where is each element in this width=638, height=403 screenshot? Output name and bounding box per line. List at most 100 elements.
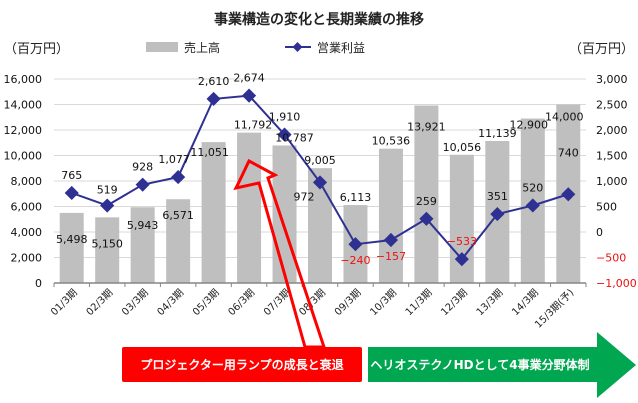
line-value-label: −157 bbox=[376, 250, 406, 263]
left-tick-label: 2,000 bbox=[11, 252, 43, 265]
bar-11/3期 bbox=[414, 105, 439, 283]
bar-value-label: 14,000 bbox=[545, 111, 584, 124]
right-axis-unit: （百万円） bbox=[569, 42, 634, 57]
line-value-label: 520 bbox=[522, 181, 543, 194]
left-tick-label: 4,000 bbox=[11, 226, 43, 239]
x-tick-label: 06/3期 bbox=[226, 287, 257, 318]
bar-value-label: 5,943 bbox=[127, 219, 159, 232]
right-axis: −1,000 −500 0 500 1,000 1,500 2,000 2,500 3,000 bbox=[596, 73, 637, 290]
bar-value-label: 11,051 bbox=[190, 146, 229, 159]
line-value-label: 519 bbox=[97, 184, 118, 197]
legend-swatch-profit-marker bbox=[292, 42, 303, 52]
left-tick-label: 10,000 bbox=[4, 150, 43, 163]
x-tick-label: 11/3期 bbox=[403, 287, 434, 318]
profit-marker bbox=[64, 185, 79, 201]
line-value-label: 1,077 bbox=[158, 153, 190, 166]
right-tick-label: 3,000 bbox=[596, 73, 628, 86]
profit-marker bbox=[206, 91, 221, 106]
red-banner bbox=[122, 347, 362, 382]
bar-value-label: 6,571 bbox=[162, 209, 194, 222]
bar-value-label: 10,536 bbox=[372, 135, 411, 148]
right-tick-label: 2,500 bbox=[596, 99, 628, 112]
profit-marker bbox=[348, 237, 363, 252]
annotation-four-business: ヘリオステクノHDとして4事業分野体制 bbox=[368, 332, 636, 398]
bar-06/3期 bbox=[237, 132, 262, 283]
profit-marker bbox=[383, 232, 399, 248]
left-tick-label: 14,000 bbox=[4, 99, 43, 112]
x-tick-label: 10/3期 bbox=[368, 287, 399, 318]
line-value-label: 2,610 bbox=[198, 75, 230, 88]
bar-value-label: 11,792 bbox=[234, 119, 273, 132]
annotation-lamp-era: プロジェクター用ランプの成長と衰退 bbox=[122, 347, 362, 382]
line-value-label: −533 bbox=[447, 235, 477, 248]
legend-swatch-sales bbox=[146, 42, 178, 52]
bar-04/3期 bbox=[166, 199, 191, 283]
legend-label-sales: 売上高 bbox=[184, 40, 220, 55]
bar-01/3期 bbox=[59, 212, 84, 283]
left-tick-label: 8,000 bbox=[11, 175, 43, 188]
x-tick-label: 01/3期 bbox=[48, 287, 79, 318]
x-tick-label: 14/3期 bbox=[509, 287, 540, 318]
line-value-label: 765 bbox=[61, 169, 82, 182]
line-value-label: 1,910 bbox=[269, 111, 301, 124]
bar-07/3期 bbox=[272, 145, 297, 283]
right-tick-label: 2,000 bbox=[596, 124, 628, 137]
bar-02/3期 bbox=[95, 217, 120, 283]
profit-marker bbox=[561, 187, 576, 202]
bar-03/3期 bbox=[130, 207, 155, 283]
legend: 売上高 営業利益 bbox=[146, 40, 365, 55]
profit-marker bbox=[100, 198, 115, 213]
bar-10/3期 bbox=[378, 148, 403, 283]
left-tick-label: 0 bbox=[35, 277, 42, 290]
profit-marker bbox=[312, 175, 328, 190]
profit-marker bbox=[277, 127, 292, 142]
bar-value-label: 10,056 bbox=[443, 141, 482, 154]
x-tick-label: 02/3期 bbox=[84, 287, 115, 318]
left-axis: 0 2,000 4,000 6,000 8,000 10,000 12,000 14,000 1… bbox=[4, 73, 43, 290]
line-value-label: 928 bbox=[132, 161, 153, 174]
right-tick-label: 500 bbox=[596, 201, 617, 214]
right-tick-label: 0 bbox=[596, 226, 603, 239]
x-tick-label: 05/3期 bbox=[190, 287, 221, 318]
line-value-label: 259 bbox=[416, 195, 437, 208]
bar-value-label: 12,900 bbox=[510, 119, 549, 132]
line-value-label: 351 bbox=[487, 190, 508, 203]
profit-marker bbox=[454, 252, 469, 267]
bar-value-label: 10,787 bbox=[275, 131, 314, 144]
line-value-label: 740 bbox=[558, 146, 579, 159]
bar-value-label: 13,921 bbox=[407, 121, 446, 134]
right-tick-label: 1,000 bbox=[596, 175, 628, 188]
left-tick-label: 12,000 bbox=[4, 124, 43, 137]
x-tick-label: 12/3期 bbox=[439, 287, 470, 318]
x-tick-label: 03/3期 bbox=[119, 287, 150, 318]
x-tick-label: 04/3期 bbox=[155, 287, 186, 318]
right-tick-label: −500 bbox=[596, 252, 626, 265]
bar-value-label: 5,498 bbox=[56, 233, 88, 246]
left-axis-unit: （百万円） bbox=[4, 42, 69, 57]
chart-title: 事業構造の変化と長期業績の推移 bbox=[214, 11, 424, 28]
profit-marker bbox=[135, 177, 150, 192]
legend-label-profit: 営業利益 bbox=[317, 41, 365, 55]
green-banner-text: ヘリオステクノHDとして4事業分野体制 bbox=[370, 357, 589, 372]
green-arrow-banner bbox=[368, 332, 636, 398]
bar-05/3期 bbox=[201, 142, 226, 283]
x-tick-label: 13/3期 bbox=[474, 287, 505, 318]
left-tick-label: 6,000 bbox=[11, 201, 43, 214]
profit-marker bbox=[171, 170, 186, 185]
bar-value-label: 5,150 bbox=[91, 237, 123, 250]
line-data-labels: 765 519 928 1,077 2,610 2,674 1,910 972 −240 −157… bbox=[61, 72, 579, 268]
bar-value-label: 9,005 bbox=[304, 154, 336, 167]
right-tick-label: −1,000 bbox=[596, 277, 637, 290]
line-value-label: 2,674 bbox=[233, 72, 265, 85]
profit-marker bbox=[419, 211, 434, 226]
profit-marker bbox=[525, 198, 540, 213]
bar-value-label: 6,113 bbox=[340, 191, 372, 204]
right-tick-label: 1,500 bbox=[596, 150, 628, 163]
profit-marker bbox=[490, 207, 505, 222]
bar-value-label: 11,139 bbox=[478, 127, 517, 140]
line-value-label: −240 bbox=[340, 254, 370, 267]
red-banner-text: プロジェクター用ランプの成長と衰退 bbox=[140, 357, 343, 372]
left-tick-label: 16,000 bbox=[4, 73, 43, 86]
